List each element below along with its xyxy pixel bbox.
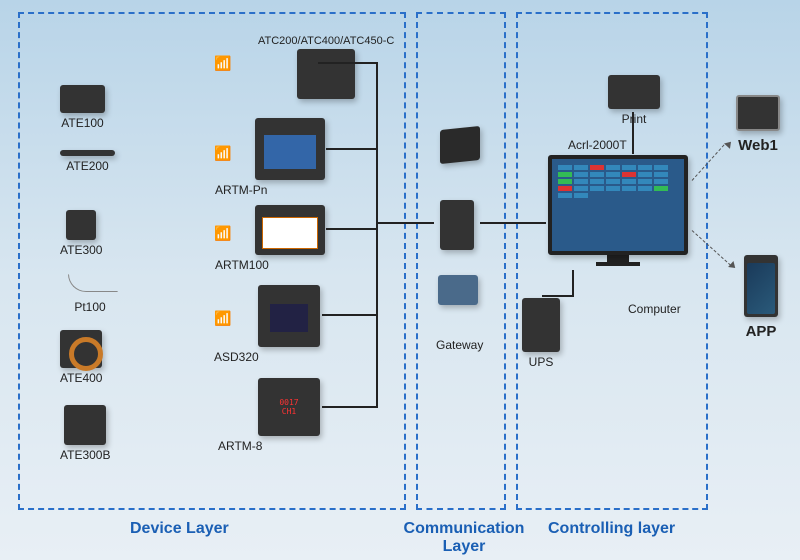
- sensor-pt100: Pt100: [60, 272, 120, 314]
- sensor-ate400: ATE400: [60, 330, 102, 385]
- asd320-icon: [258, 285, 320, 347]
- ate300-icon: [66, 210, 96, 240]
- ups-icon: [522, 298, 560, 352]
- bus-h: [318, 62, 376, 64]
- asd320-label: ASD320: [214, 350, 259, 364]
- pt100-icon: [60, 272, 120, 297]
- bus-to-comm: [376, 222, 434, 224]
- desktop-icon: [736, 95, 780, 131]
- meter-artm100: ARTM100: [255, 205, 325, 272]
- computer-title: Acrl-2000T: [568, 138, 627, 152]
- printer: Print: [608, 75, 660, 126]
- gateway-3: [438, 275, 478, 305]
- line-printer: [632, 112, 634, 154]
- meter-asd320: ASD320: [258, 285, 320, 364]
- comm-layer-box: [416, 12, 506, 510]
- gateway-1: [440, 128, 480, 162]
- sensor-ate300b: ATE300B: [60, 405, 110, 462]
- gateway-2: [440, 200, 474, 250]
- app-client: APP: [744, 255, 778, 340]
- bus-vertical: [376, 62, 378, 408]
- artmpn-icon: [255, 118, 325, 180]
- comm-layer-label-text: Communication Layer: [404, 520, 525, 555]
- sensor-ate300: ATE300: [60, 210, 102, 257]
- gateway-icon: [440, 200, 474, 250]
- computer: [548, 155, 688, 266]
- atc-icon: [297, 49, 355, 99]
- wifi-icon: 📶: [214, 310, 231, 327]
- gateway-icon: [440, 126, 480, 164]
- printer-label: Print: [622, 112, 647, 126]
- arrow-app: [728, 261, 738, 271]
- meter-atc: ATC200/ATC400/ATC450-C: [258, 35, 394, 99]
- sensor-ate200: ATE200: [60, 150, 115, 173]
- ate400-icon: [60, 330, 102, 368]
- wifi-icon: 📶: [214, 55, 231, 72]
- artmpn-label: ARTM-Pn: [215, 183, 267, 197]
- monitor-stand: [607, 254, 629, 262]
- ate200-label: ATE200: [66, 159, 108, 173]
- line-comm-monitor: [480, 222, 546, 224]
- bus-h: [326, 148, 376, 150]
- computer-label: Computer: [628, 302, 681, 316]
- comm-layer-label: Communication Layer: [394, 520, 534, 555]
- bus-h: [322, 314, 376, 316]
- pt100-label: Pt100: [74, 300, 105, 314]
- wifi-icon: 📶: [214, 145, 231, 162]
- ate200-icon: [60, 150, 115, 156]
- atc-label: ATC200/ATC400/ATC450-C: [258, 35, 394, 47]
- ate100-label: ATE100: [61, 116, 103, 130]
- ups: UPS: [522, 298, 560, 369]
- phone-icon: [744, 255, 778, 317]
- bus-h: [326, 228, 376, 230]
- gateway-label: Gateway: [436, 338, 483, 352]
- line-ups-h: [542, 295, 574, 297]
- monitor-icon: [548, 155, 688, 255]
- device-layer-label: Device Layer: [130, 520, 229, 538]
- arrow-web: [724, 139, 734, 149]
- sensor-ate100: ATE100: [60, 85, 105, 130]
- ate300-label: ATE300: [60, 243, 102, 257]
- ate300b-label: ATE300B: [60, 448, 110, 462]
- bus-h: [322, 406, 378, 408]
- artm8-label: ARTM-8: [218, 439, 262, 453]
- app-label: APP: [746, 323, 777, 340]
- artm100-icon: [255, 205, 325, 255]
- ate400-label: ATE400: [60, 371, 102, 385]
- meter-artm8: 0017CH1 ARTM-8: [258, 378, 320, 453]
- meter-artmpn: ARTM-Pn: [255, 118, 325, 197]
- web-label: Web1: [738, 137, 778, 154]
- control-layer-label: Controlling layer: [548, 520, 675, 538]
- artm100-label: ARTM100: [215, 258, 269, 272]
- web-client: Web1: [736, 95, 780, 154]
- artm8-icon: 0017CH1: [258, 378, 320, 436]
- ate100-icon: [60, 85, 105, 113]
- wifi-icon: 📶: [214, 225, 231, 242]
- line-ups: [572, 270, 574, 296]
- printer-icon: [608, 75, 660, 109]
- ups-label: UPS: [529, 355, 554, 369]
- ate300b-icon: [64, 405, 106, 445]
- gateway-icon: [438, 275, 478, 305]
- monitor-base: [596, 262, 640, 266]
